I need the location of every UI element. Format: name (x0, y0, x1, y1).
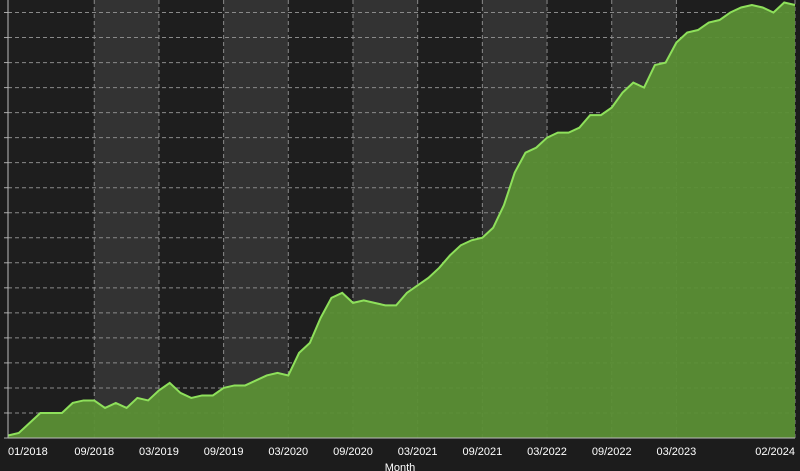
band (8, 0, 95, 438)
x-tick-label: 03/2020 (268, 446, 308, 458)
x-tick-label: 09/2021 (462, 446, 502, 458)
x-tick-label: 09/2020 (333, 446, 373, 458)
plot-area (7, 1, 796, 438)
x-tick-label: 03/2023 (657, 446, 697, 458)
area (8, 2, 795, 438)
x-tick-label: 03/2019 (139, 446, 179, 458)
x-tick-label: 09/2019 (204, 446, 244, 458)
x-axis-title: Month (385, 462, 416, 471)
x-tick-label: 03/2021 (398, 446, 438, 458)
x-tick-label: 03/2022 (527, 446, 567, 458)
x-tick-label: 09/2022 (592, 446, 632, 458)
x-tick-label: 09/2018 (74, 446, 114, 458)
band (158, 0, 224, 438)
band (94, 0, 159, 438)
band (223, 0, 289, 438)
area-line (7, 1, 796, 437)
x-tick-label: 02/2024 (755, 446, 795, 458)
x-tick-label: 01/2018 (8, 446, 48, 458)
axes: 01/2018 09/2018 03/2019 09/2019 03/2020 09/20… (4, 0, 795, 458)
